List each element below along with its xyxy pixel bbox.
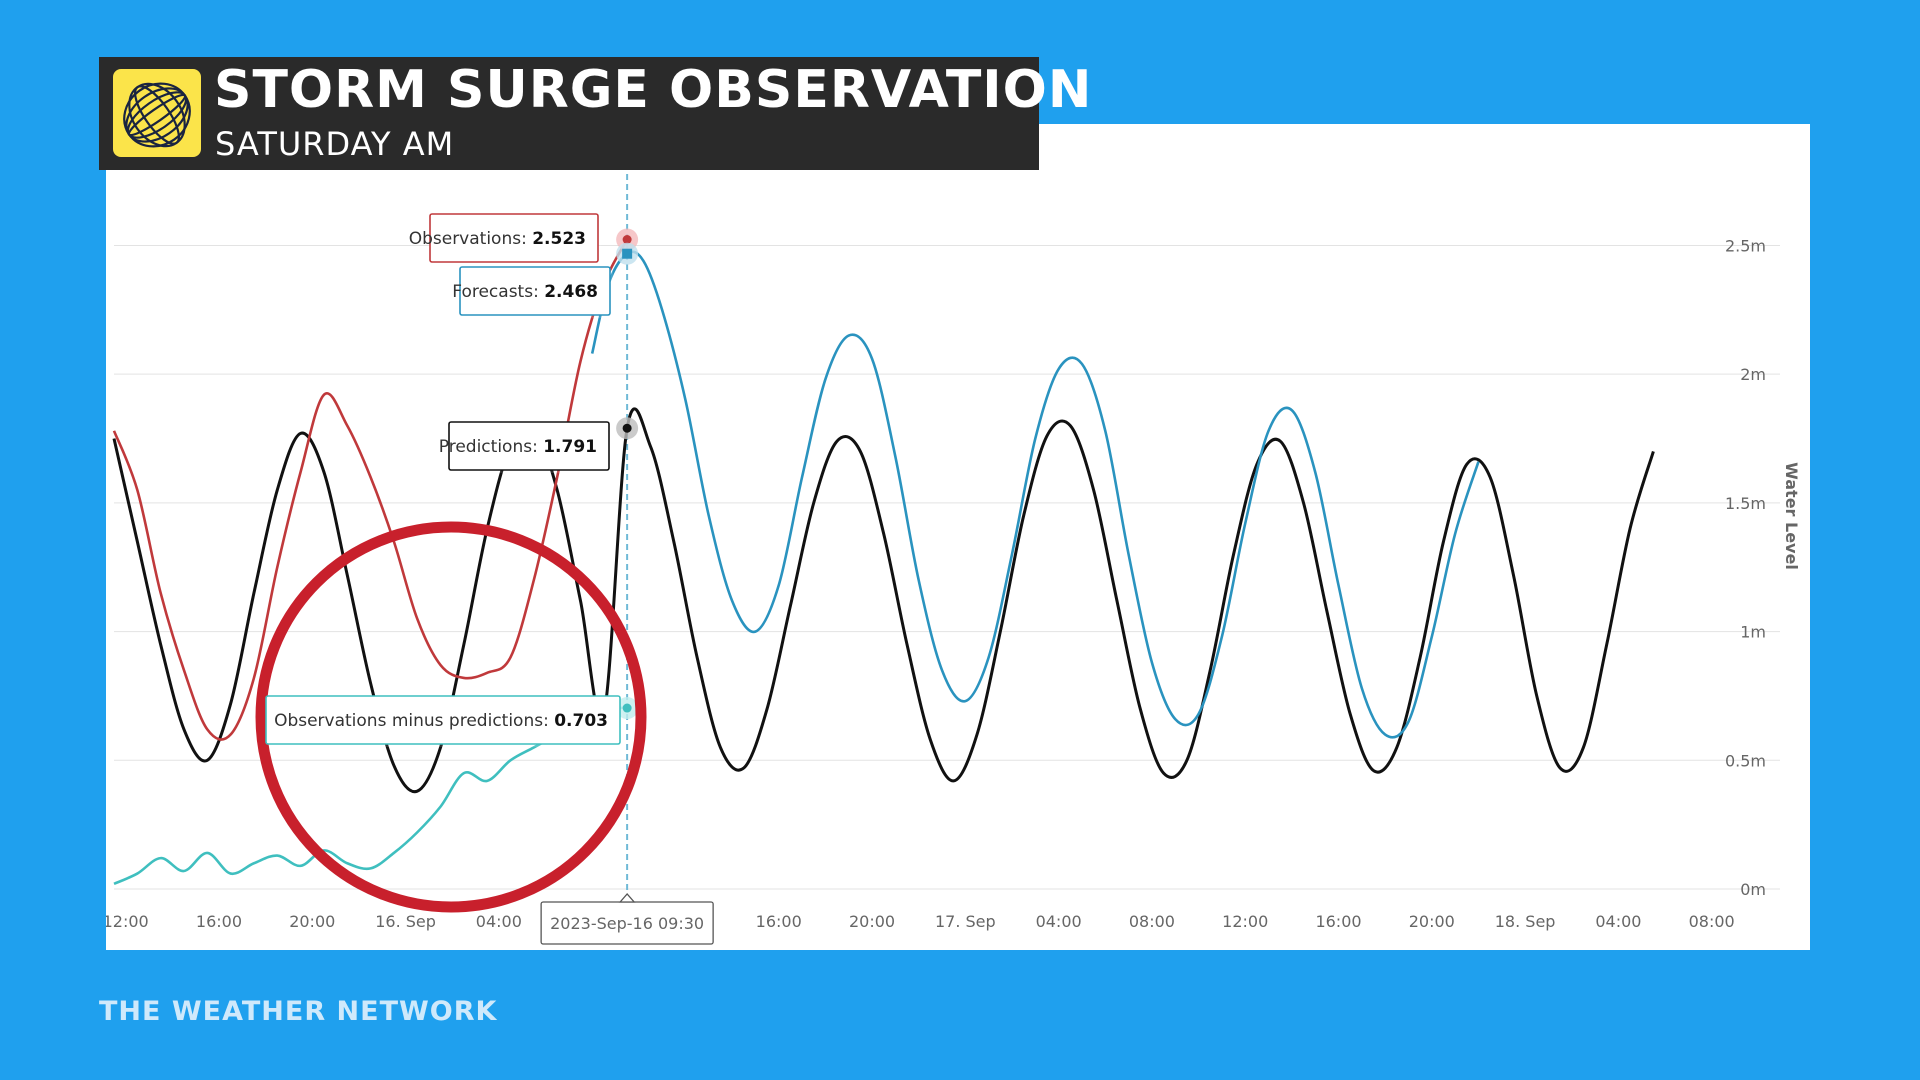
tooltip-text: Forecasts: 2.468 — [452, 282, 598, 302]
x-tick-label: 08:00 — [1129, 912, 1175, 931]
series-line-predictions — [112, 407, 1655, 794]
tooltip-observations-minus-predictions: Observations minus predictions: 0.703 — [265, 695, 623, 747]
y-tick-label: 0m — [1740, 880, 1766, 899]
tooltips: Observations: 2.523 Forecasts: 2.468 Predi… — [265, 213, 623, 747]
y-tick-label: 1.5m — [1725, 494, 1766, 513]
marker-point — [622, 423, 632, 433]
x-tick-label: 16. Sep — [375, 912, 436, 931]
tooltip-observations: Observations: 2.523 — [409, 213, 601, 265]
series-line-observations — [112, 238, 629, 741]
x-tick-label: 12:00 — [1222, 912, 1268, 931]
y-tick-label: 0.5m — [1725, 751, 1766, 770]
weather-network-logo-icon — [113, 69, 201, 157]
y-axis-label: Water Level — [1782, 462, 1801, 570]
y-tick-label: 2.5m — [1725, 236, 1766, 255]
x-tick-label: 20:00 — [289, 912, 335, 931]
x-tick-label: 17. Sep — [935, 912, 996, 931]
tooltip-text: Observations minus predictions: 0.703 — [274, 711, 608, 731]
x-tick-label: 16:00 — [756, 912, 802, 931]
x-tick-label: 20:00 — [1409, 912, 1455, 931]
y-tick-label: 1m — [1740, 623, 1766, 642]
page-title: STORM SURGE OBSERVATION — [214, 60, 1093, 120]
water-level-chart: 0m 0.5m 1m 1.5m 2m 2.5m Water Level 12:00 16:0… — [106, 174, 1801, 945]
crosshair-date-text: 2023-Sep-16 09:30 — [550, 914, 704, 933]
x-tick-label: 20:00 — [849, 912, 895, 931]
x-tick-label: 04:00 — [476, 912, 522, 931]
x-tick-label: 16:00 — [196, 912, 242, 931]
y-axis-ticks: 0m 0.5m 1m 1.5m 2m 2.5m — [1725, 236, 1766, 899]
tooltip-text: Observations: 2.523 — [409, 229, 586, 249]
x-tick-label: 16:00 — [1315, 912, 1361, 931]
tooltip-predictions: Predictions: 1.791 — [439, 421, 612, 473]
x-tick-label: 04:00 — [1595, 912, 1641, 931]
x-tick-label: 08:00 — [1689, 912, 1735, 931]
crosshair-date-label: 2023-Sep-16 09:30 — [540, 893, 714, 945]
series-line-forecasts — [590, 250, 1480, 739]
tooltip-text: Predictions: 1.791 — [439, 437, 597, 457]
chart-grid — [114, 244, 1780, 890]
brand-footer: THE WEATHER NETWORK — [99, 996, 498, 1027]
y-tick-label: 2m — [1740, 365, 1766, 384]
tooltip-forecasts: Forecasts: 2.468 — [452, 266, 613, 318]
marker-point — [622, 703, 632, 713]
x-tick-label: 12:00 — [106, 912, 149, 931]
x-axis-ticks: 12:00 16:00 20:00 16. Sep 04:00 16:00 20:00 17.… — [106, 912, 1735, 931]
chart-panel-top — [1039, 124, 1810, 170]
hover-markers — [616, 228, 639, 720]
marker-point — [622, 235, 632, 245]
marker-point — [622, 248, 633, 259]
highlight-circle — [255, 521, 647, 913]
title-banner: STORM SURGE OBSERVATION SATURDAY AM — [99, 57, 1091, 170]
page-subtitle: SATURDAY AM — [215, 125, 455, 163]
x-tick-label: 18. Sep — [1495, 912, 1556, 931]
x-tick-label: 04:00 — [1036, 912, 1082, 931]
